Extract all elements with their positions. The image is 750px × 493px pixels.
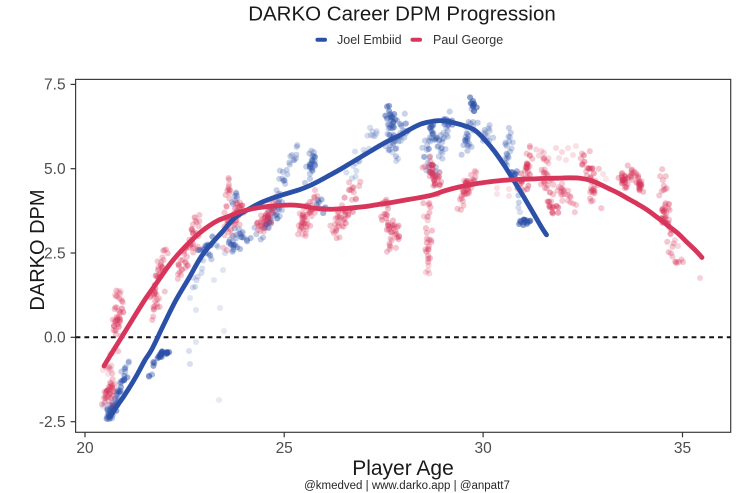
svg-text:35: 35 — [674, 440, 691, 457]
svg-text:Joel Embiid: Joel Embiid — [337, 33, 402, 47]
svg-text:20: 20 — [76, 440, 94, 457]
svg-text:-2.5: -2.5 — [39, 414, 66, 431]
svg-text:DARKO Career DPM Progression: DARKO Career DPM Progression — [248, 3, 556, 26]
svg-text:2.5: 2.5 — [44, 245, 66, 262]
svg-text:7.5: 7.5 — [44, 77, 66, 94]
svg-text:25: 25 — [276, 440, 293, 457]
svg-text:0.0: 0.0 — [44, 330, 66, 347]
svg-text:Paul George: Paul George — [433, 33, 503, 47]
svg-text:@kmedved | www.darko.app | @an: @kmedved | www.darko.app | @anpatt7 — [304, 480, 510, 492]
svg-text:5.0: 5.0 — [44, 161, 66, 178]
svg-text:DARKO DPM: DARKO DPM — [27, 189, 49, 310]
svg-text:Player Age: Player Age — [352, 457, 454, 480]
svg-text:30: 30 — [474, 440, 492, 457]
